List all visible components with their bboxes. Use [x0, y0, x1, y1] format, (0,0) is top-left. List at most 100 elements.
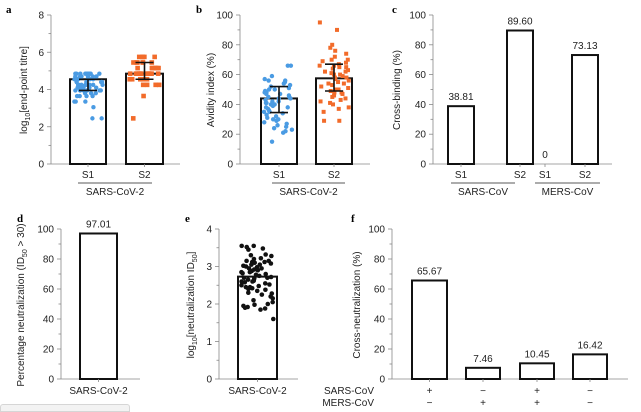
x-tick-label-a: S2: [138, 170, 151, 181]
data-point-a-0: [94, 74, 99, 79]
y-tick-label-d: 80: [43, 255, 55, 266]
data-point-b-1: [343, 96, 348, 101]
y-axis-title-a: log10[end-point titre]: [19, 46, 32, 134]
data-point-b-0: [269, 73, 275, 79]
data-point-b-1: [344, 51, 349, 56]
y-tick-label-b: 60: [222, 70, 234, 81]
data-point-a-1: [141, 93, 146, 99]
data-point-b-1: [338, 97, 343, 102]
y-tick-label-b: 40: [222, 100, 234, 111]
panel-label-d: d: [17, 213, 23, 225]
data-point-e: [254, 288, 260, 294]
data-label-c-1: 89.60: [507, 16, 532, 27]
data-point-e: [241, 275, 247, 281]
data-point-e: [242, 279, 248, 285]
data-point-a-1: [140, 82, 146, 88]
data-point-b-1: [338, 72, 343, 77]
data-point-b-1: [336, 80, 341, 85]
data-point-e: [259, 292, 265, 297]
y-axis-title-d: Percentage neutralization (ID50 > 30): [16, 223, 29, 386]
data-point-b-0: [285, 105, 290, 110]
bar-f-1: [465, 366, 501, 380]
data-point-a-1: [135, 65, 140, 71]
data-point-a-1: [139, 71, 144, 76]
x-tick-label-c: S1: [539, 170, 552, 181]
y-tick-label-a: 0: [38, 160, 44, 171]
bar-f-2: [519, 362, 555, 381]
y-tick-label-c: 80: [415, 40, 427, 51]
group-label-c: MERS-CoV: [542, 187, 594, 198]
data-point-a-1: [143, 71, 149, 76]
bar-c-3: [571, 54, 599, 165]
data-label-d-0: 97.01: [86, 219, 111, 230]
data-point-e: [244, 258, 249, 264]
data-point-e: [268, 261, 274, 266]
data-point-b-1: [340, 91, 345, 96]
data-point-b-1: [346, 78, 351, 83]
data-label-c-3: 73.13: [572, 41, 597, 52]
data-point-b-1: [343, 69, 348, 74]
data-point-a-0: [100, 82, 105, 88]
data-point-b-1: [344, 75, 349, 80]
y-axis-title-f: Cross-neutralization (%): [352, 251, 363, 358]
data-point-b-1: [340, 74, 345, 79]
data-point-e: [268, 274, 274, 280]
data-point-b-1: [332, 54, 337, 59]
data-point-b-1: [333, 87, 338, 92]
bottom-panel-tab[interactable]: [0, 404, 130, 412]
data-point-e: [269, 253, 274, 259]
data-point-b-1: [330, 83, 335, 88]
data-point-b-1: [319, 84, 324, 89]
data-point-b-0: [274, 118, 279, 123]
y-tick-label-e: 2: [206, 300, 212, 311]
data-point-e: [271, 316, 276, 322]
data-point-b-0: [275, 123, 280, 128]
y-tick-label-b: 100: [216, 11, 233, 22]
data-point-a-0: [77, 93, 82, 99]
data-point-a-1: [144, 82, 150, 88]
data-point-b-0: [264, 91, 269, 97]
panel-label-c: c: [392, 4, 397, 16]
bar-c-1: [506, 29, 534, 165]
data-point-b-1: [332, 75, 337, 80]
data-point-e: [262, 306, 268, 311]
data-point-b-0: [263, 105, 269, 110]
panel-label-f: f: [351, 213, 355, 225]
data-point-e: [251, 297, 256, 303]
data-point-a-0: [84, 93, 89, 99]
x-tick-label-e: SARS-CoV-2: [228, 386, 287, 397]
y-tick-label-f: 40: [374, 315, 386, 326]
y-axis-title-c: Cross-binding (%): [392, 50, 403, 130]
data-point-e: [252, 302, 257, 308]
panel-label-a: a: [6, 4, 12, 16]
group-label-c: SARS-CoV: [458, 187, 508, 198]
data-point-b-1: [341, 81, 346, 86]
data-point-b-0: [262, 120, 267, 125]
data-point-a-0: [90, 93, 95, 99]
data-point-b-0: [266, 87, 272, 92]
sign-label-mers-f: −: [587, 398, 593, 409]
data-point-a-1: [156, 82, 162, 88]
group-label-b: SARS-CoV-2: [279, 187, 338, 198]
data-point-b-1: [318, 99, 323, 104]
sign-label-sars-f: +: [427, 386, 433, 397]
y-tick-label-a: 2: [38, 122, 44, 133]
panel-label-e: e: [185, 213, 190, 225]
data-point-b-1: [321, 109, 326, 114]
data-point-b-0: [269, 139, 275, 144]
data-point-b-1: [317, 20, 322, 25]
data-point-b-1: [333, 48, 338, 53]
data-point-a-1: [127, 76, 133, 82]
data-point-b-1: [332, 90, 337, 95]
y-tick-label-e: 4: [206, 225, 212, 236]
data-point-b-1: [328, 45, 333, 50]
data-point-b-0: [270, 103, 276, 109]
data-point-a-0: [99, 116, 104, 121]
data-point-a-1: [153, 65, 158, 71]
y-tick-label-c: 40: [415, 100, 427, 111]
data-point-b-0: [289, 127, 295, 132]
data-point-b-1: [328, 100, 333, 105]
data-point-b-1: [330, 42, 335, 47]
data-point-e: [248, 252, 254, 258]
